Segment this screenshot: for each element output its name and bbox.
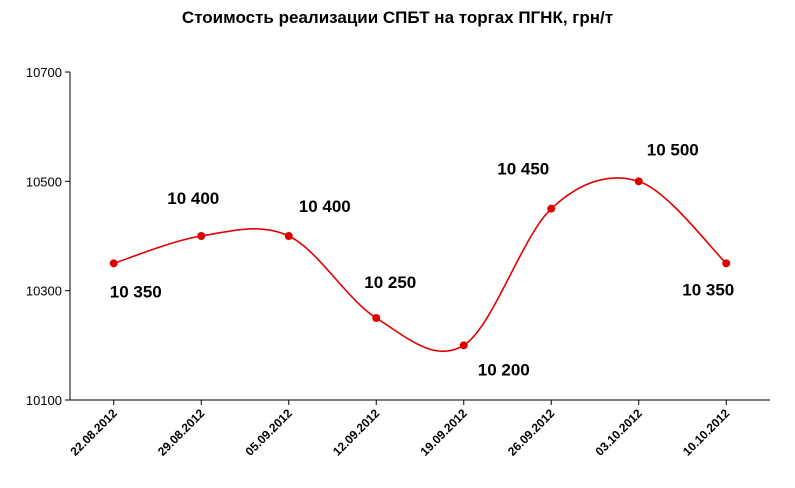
data-label: 10 350 xyxy=(110,282,162,301)
x-tick-label: 05.09.2012 xyxy=(243,406,296,459)
data-point xyxy=(109,259,118,268)
data-label: 10 350 xyxy=(682,280,734,299)
data-point xyxy=(284,232,293,240)
y-tick-label: 10700 xyxy=(26,65,62,80)
chart-title: Стоимость реализации СПБТ на торгах ПГНК… xyxy=(181,8,614,27)
data-label: 10 400 xyxy=(299,197,351,216)
x-tick-label: 12.09.2012 xyxy=(330,406,383,459)
data-point xyxy=(547,204,556,213)
data-label: 10 450 xyxy=(497,160,549,179)
x-tick-label: 29.08.2012 xyxy=(155,406,208,459)
data-label: 10 500 xyxy=(647,140,699,159)
data-label: 10 400 xyxy=(167,189,219,208)
x-tick-label: 03.10.2012 xyxy=(593,406,646,459)
data-point xyxy=(634,177,643,186)
data-point xyxy=(459,341,468,350)
x-tick-label: 10.10.2012 xyxy=(680,406,733,459)
data-point xyxy=(372,314,381,322)
series-line xyxy=(113,177,727,352)
x-tick-label: 22.08.2012 xyxy=(68,406,121,459)
x-tick-label: 19.09.2012 xyxy=(418,406,471,459)
axes: 10100 10300 10500 10700 22.08.2012 29.08.2012… xyxy=(26,65,770,459)
plot-area: 10 350 10 400 10 400 10 250 10 200 10 450 10 5… xyxy=(109,140,734,379)
x-tick-label: 26.09.2012 xyxy=(505,406,558,459)
data-label: 10 200 xyxy=(478,360,530,379)
y-tick-label: 10500 xyxy=(26,174,62,189)
data-point xyxy=(722,259,731,268)
data-label: 10 250 xyxy=(364,273,416,292)
data-point xyxy=(197,232,206,240)
y-tick-label: 10100 xyxy=(26,393,62,408)
y-tick-label: 10300 xyxy=(26,284,62,299)
